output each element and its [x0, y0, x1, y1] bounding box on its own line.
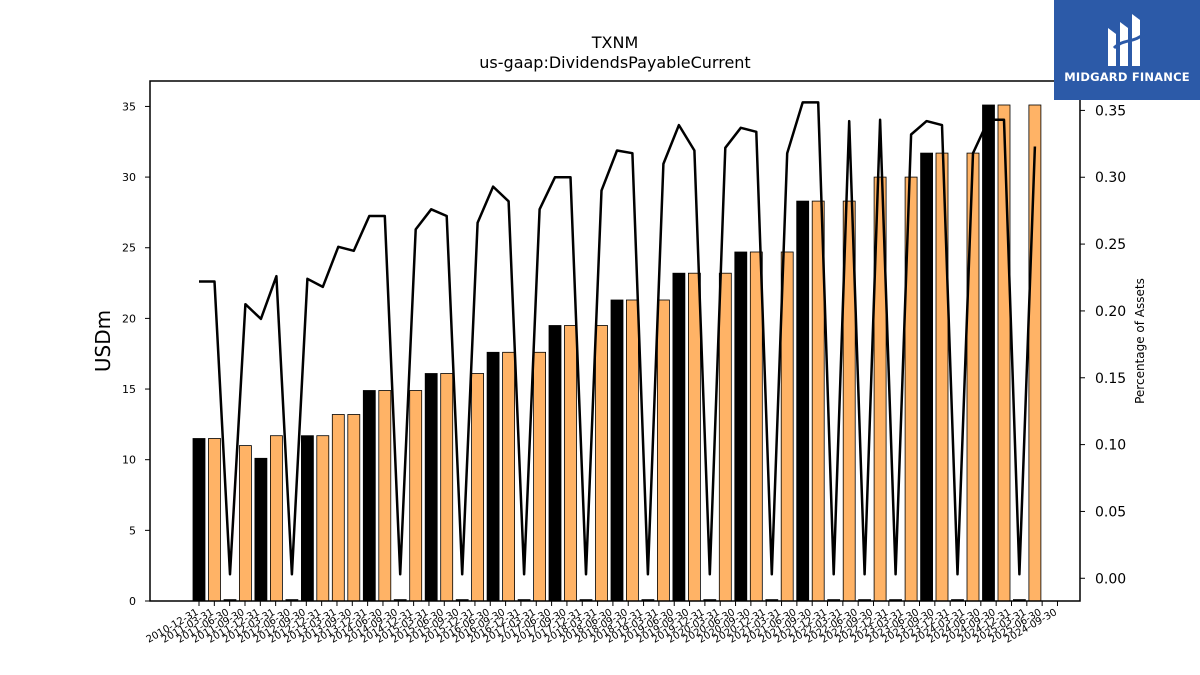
- bar-27: [595, 325, 608, 602]
- bar-52: [982, 104, 995, 602]
- y2-axis-ticks: 0.00 0.05 0.10 0.15 0.20 0.25 0.30 0.35: [1080, 103, 1126, 587]
- midgard-logo-icon: [1108, 14, 1148, 66]
- bar-16: [424, 373, 438, 602]
- y-tick-label-6: 30: [122, 171, 136, 184]
- percentage-of-assets-line: [199, 101, 1037, 576]
- bar-2: [208, 438, 221, 602]
- bar-9: [316, 435, 330, 602]
- y2-tick-label-1: 0.05: [1095, 504, 1126, 520]
- bar-5: [254, 457, 268, 602]
- bar-32: [672, 272, 686, 602]
- y-tick-label-4: 20: [122, 312, 136, 325]
- x-axis-ticks: 2010-12-312011-03-312011-06-302011-09-30…: [145, 601, 1059, 646]
- y2-tick-label-3: 0.15: [1095, 371, 1126, 387]
- chart-subtitle: us-gaap:DividendsPayableCurrent: [479, 53, 750, 72]
- bar-28: [610, 299, 624, 602]
- y2-tick-label-5: 0.25: [1095, 237, 1126, 253]
- bar-24: [548, 325, 562, 602]
- bar-31: [657, 299, 670, 602]
- bar-6: [269, 435, 283, 602]
- bar-15: [409, 390, 423, 602]
- bar-17: [440, 373, 454, 602]
- bar-37: [749, 251, 763, 602]
- chart-title: TXNM: [591, 33, 639, 52]
- bar-group: [192, 104, 1042, 602]
- bar-11: [347, 414, 361, 602]
- bar-4: [238, 445, 252, 602]
- bar-53: [997, 104, 1011, 602]
- bar-40: [796, 200, 810, 602]
- bar-25: [564, 325, 577, 602]
- y2-axis-label: Percentage of Assets: [1133, 278, 1147, 404]
- y-tick-label-1: 5: [129, 524, 136, 537]
- y2-tick-label-4: 0.20: [1095, 304, 1126, 320]
- bar-35: [718, 272, 732, 602]
- bar-23: [533, 351, 546, 602]
- bar-19: [471, 373, 485, 602]
- y-tick-label-0: 0: [129, 595, 136, 608]
- bar-51: [966, 152, 980, 602]
- bar-13: [378, 390, 392, 602]
- y-tick-label-2: 10: [122, 454, 136, 467]
- bar-48: [920, 152, 933, 602]
- midgard-logo: MIDGARD FINANCE: [1054, 0, 1200, 100]
- bar-29: [626, 299, 639, 602]
- plot-frame: [149, 80, 1081, 602]
- y2-tick-label-2: 0.10: [1095, 438, 1126, 454]
- y2-tick-label-0: 0.00: [1095, 571, 1126, 587]
- bar-12: [362, 390, 376, 602]
- percentage-line-layer: [199, 101, 1037, 576]
- y-tick-label-7: 35: [122, 100, 136, 113]
- y-tick-label-5: 25: [122, 242, 136, 255]
- y2-tick-label-7: 0.35: [1095, 103, 1126, 119]
- y-axis-ticks: 0 5 10 15 20 25 30 35: [122, 100, 150, 608]
- bar-39: [780, 251, 794, 602]
- y-tick-label-3: 15: [122, 383, 136, 396]
- bar-20: [486, 351, 500, 602]
- bar-8: [300, 435, 314, 602]
- bar-1: [192, 438, 206, 602]
- bar-33: [688, 272, 701, 602]
- bar-10: [331, 414, 345, 602]
- bar-21: [502, 351, 516, 602]
- logo-text: MIDGARD FINANCE: [1064, 70, 1190, 84]
- y2-tick-label-6: 0.30: [1095, 170, 1126, 186]
- bar-36: [734, 251, 748, 602]
- y-axis-label: USDm: [91, 310, 115, 372]
